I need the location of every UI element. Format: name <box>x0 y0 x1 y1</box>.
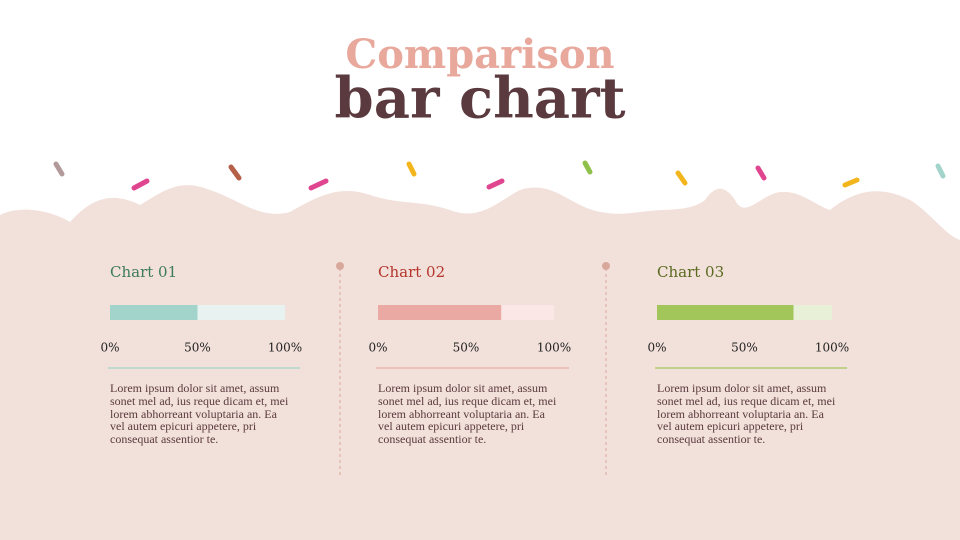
bar <box>110 305 198 320</box>
title-top: Comparison <box>345 31 614 78</box>
description: Lorem ipsum dolor sit amet, assum sonet … <box>110 381 289 447</box>
x-tick-label: 50% <box>184 341 211 355</box>
description: Lorem ipsum dolor sit amet, assum sonet … <box>378 381 557 447</box>
wave-background <box>0 185 960 540</box>
x-tick-label: 100% <box>268 341 302 355</box>
chart-title: Chart 01 <box>110 263 177 281</box>
title-bottom: bar chart <box>335 66 626 132</box>
sprinkles <box>53 160 946 191</box>
divider-dot <box>602 262 610 270</box>
chart-title: Chart 03 <box>657 263 724 281</box>
x-tick-label: 50% <box>731 341 758 355</box>
x-tick-label: 0% <box>647 341 666 355</box>
chart-title: Chart 02 <box>378 263 445 281</box>
x-tick-label: 100% <box>537 341 571 355</box>
dividers <box>339 268 607 478</box>
bar <box>657 305 794 320</box>
x-tick-label: 50% <box>453 341 480 355</box>
bar <box>378 305 502 320</box>
divider-dot <box>336 262 344 270</box>
x-tick-label: 0% <box>100 341 119 355</box>
x-tick-label: 100% <box>815 341 849 355</box>
x-tick-label: 0% <box>368 341 387 355</box>
description: Lorem ipsum dolor sit amet, assum sonet … <box>657 381 836 447</box>
